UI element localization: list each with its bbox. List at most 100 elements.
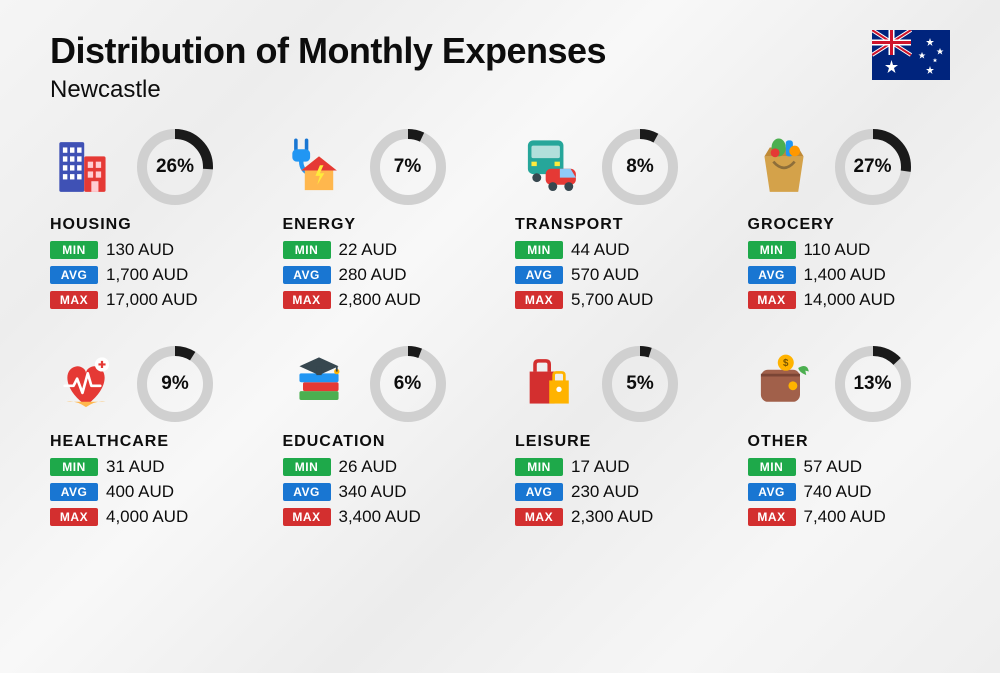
min-tag: MIN	[283, 241, 331, 259]
category-card-healthcare: 9% HEALTHCARE MIN 31 AUD AVG 400 AUD MAX…	[50, 345, 253, 532]
avg-value: 400 AUD	[106, 482, 174, 502]
max-tag: MAX	[283, 508, 331, 526]
min-value: 130 AUD	[106, 240, 174, 260]
min-tag: MIN	[50, 241, 98, 259]
percent-label: 5%	[601, 345, 679, 423]
category-name: GROCERY	[748, 216, 951, 234]
min-tag: MIN	[748, 241, 796, 259]
avg-tag: AVG	[50, 483, 98, 501]
avg-tag: AVG	[283, 483, 331, 501]
healthcare-icon	[50, 348, 122, 420]
avg-tag: AVG	[515, 266, 563, 284]
stat-min: MIN 31 AUD	[50, 457, 253, 477]
max-value: 5,700 AUD	[571, 290, 653, 310]
percent-donut: 27%	[834, 128, 912, 206]
percent-label: 27%	[834, 128, 912, 206]
stat-max: MAX 7,400 AUD	[748, 507, 951, 527]
category-name: HEALTHCARE	[50, 433, 253, 451]
page-title: Distribution of Monthly Expenses	[50, 30, 872, 72]
max-value: 17,000 AUD	[106, 290, 198, 310]
stat-min: MIN 44 AUD	[515, 240, 718, 260]
max-tag: MAX	[50, 291, 98, 309]
percent-donut: 5%	[601, 345, 679, 423]
percent-label: 9%	[136, 345, 214, 423]
leisure-icon	[515, 348, 587, 420]
min-tag: MIN	[50, 458, 98, 476]
max-tag: MAX	[748, 291, 796, 309]
min-value: 17 AUD	[571, 457, 630, 477]
avg-value: 280 AUD	[339, 265, 407, 285]
percent-label: 7%	[369, 128, 447, 206]
avg-tag: AVG	[50, 266, 98, 284]
stat-min: MIN 26 AUD	[283, 457, 486, 477]
category-name: LEISURE	[515, 433, 718, 451]
category-name: HOUSING	[50, 216, 253, 234]
avg-value: 1,400 AUD	[804, 265, 886, 285]
max-value: 14,000 AUD	[804, 290, 896, 310]
category-name: ENERGY	[283, 216, 486, 234]
max-value: 7,400 AUD	[804, 507, 886, 527]
max-tag: MAX	[515, 291, 563, 309]
max-value: 4,000 AUD	[106, 507, 188, 527]
min-tag: MIN	[283, 458, 331, 476]
max-value: 2,300 AUD	[571, 507, 653, 527]
min-value: 110 AUD	[804, 240, 871, 260]
stat-avg: AVG 740 AUD	[748, 482, 951, 502]
stat-avg: AVG 1,400 AUD	[748, 265, 951, 285]
category-card-leisure: 5% LEISURE MIN 17 AUD AVG 230 AUD MAX 2,…	[515, 345, 718, 532]
min-value: 31 AUD	[106, 457, 165, 477]
stat-avg: AVG 230 AUD	[515, 482, 718, 502]
percent-donut: 8%	[601, 128, 679, 206]
stat-avg: AVG 280 AUD	[283, 265, 486, 285]
grocery-icon	[748, 131, 820, 203]
stat-max: MAX 14,000 AUD	[748, 290, 951, 310]
avg-value: 570 AUD	[571, 265, 639, 285]
percent-donut: 7%	[369, 128, 447, 206]
stat-avg: AVG 1,700 AUD	[50, 265, 253, 285]
category-name: OTHER	[748, 433, 951, 451]
category-name: TRANSPORT	[515, 216, 718, 234]
avg-tag: AVG	[748, 266, 796, 284]
stat-min: MIN 17 AUD	[515, 457, 718, 477]
percent-label: 13%	[834, 345, 912, 423]
percent-donut: 13%	[834, 345, 912, 423]
stat-min: MIN 130 AUD	[50, 240, 253, 260]
percent-donut: 9%	[136, 345, 214, 423]
avg-value: 230 AUD	[571, 482, 639, 502]
housing-icon	[50, 131, 122, 203]
min-tag: MIN	[515, 458, 563, 476]
min-value: 44 AUD	[571, 240, 630, 260]
header: Distribution of Monthly Expenses Newcast…	[50, 30, 950, 104]
svg-text:$: $	[783, 358, 789, 369]
avg-tag: AVG	[283, 266, 331, 284]
stat-max: MAX 4,000 AUD	[50, 507, 253, 527]
stat-max: MAX 2,800 AUD	[283, 290, 486, 310]
avg-value: 340 AUD	[339, 482, 407, 502]
categories-grid: 26% HOUSING MIN 130 AUD AVG 1,700 AUD MA…	[50, 128, 950, 532]
category-card-other: $ 13% OTHER MIN 57 AUD AVG 740 AUD MAX 7…	[748, 345, 951, 532]
percent-donut: 26%	[136, 128, 214, 206]
category-card-grocery: 27% GROCERY MIN 110 AUD AVG 1,400 AUD MA…	[748, 128, 951, 315]
stat-max: MAX 17,000 AUD	[50, 290, 253, 310]
energy-icon	[283, 131, 355, 203]
stat-max: MAX 3,400 AUD	[283, 507, 486, 527]
transport-icon	[515, 131, 587, 203]
stat-max: MAX 5,700 AUD	[515, 290, 718, 310]
percent-label: 6%	[369, 345, 447, 423]
min-tag: MIN	[515, 241, 563, 259]
max-tag: MAX	[50, 508, 98, 526]
stat-min: MIN 110 AUD	[748, 240, 951, 260]
min-value: 22 AUD	[339, 240, 398, 260]
stat-min: MIN 22 AUD	[283, 240, 486, 260]
max-value: 3,400 AUD	[339, 507, 421, 527]
category-name: EDUCATION	[283, 433, 486, 451]
australia-flag-icon	[872, 30, 950, 80]
category-card-transport: 8% TRANSPORT MIN 44 AUD AVG 570 AUD MAX …	[515, 128, 718, 315]
category-card-housing: 26% HOUSING MIN 130 AUD AVG 1,700 AUD MA…	[50, 128, 253, 315]
percent-label: 26%	[136, 128, 214, 206]
other-icon: $	[748, 348, 820, 420]
page-subtitle: Newcastle	[50, 76, 872, 104]
max-tag: MAX	[748, 508, 796, 526]
min-value: 26 AUD	[339, 457, 398, 477]
category-card-energy: 7% ENERGY MIN 22 AUD AVG 280 AUD MAX 2,8…	[283, 128, 486, 315]
